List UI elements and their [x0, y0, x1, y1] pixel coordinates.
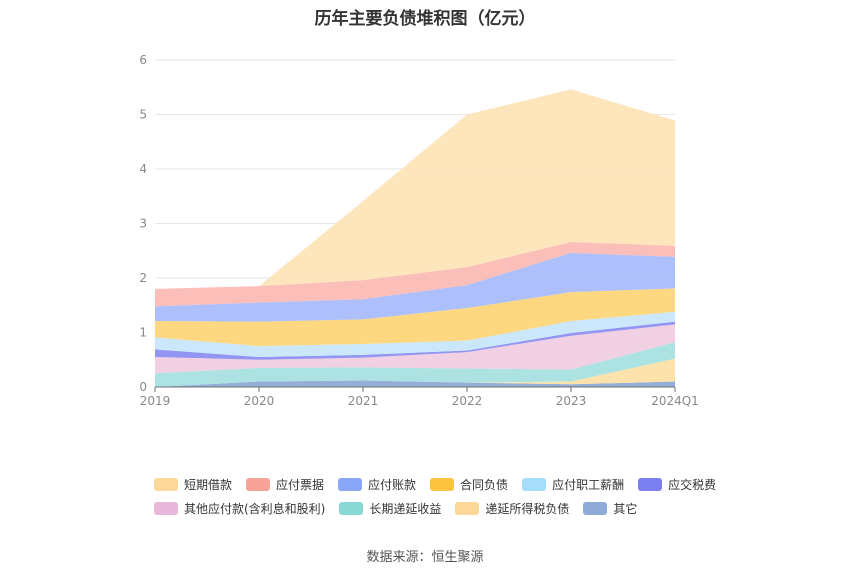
area-series: [155, 288, 675, 347]
legend-item[interactable]: 长期递延收益: [339, 500, 441, 517]
legend-swatch: [154, 477, 178, 491]
x-tick-label: 2021: [348, 394, 379, 408]
legend-swatch: [455, 501, 480, 515]
legend-swatch: [583, 501, 608, 515]
legend-label: 递延所得税负债: [485, 501, 570, 516]
legend-swatch: [338, 477, 363, 491]
x-tick-label: 2024Q1: [651, 394, 699, 408]
area-series: [155, 342, 675, 387]
y-tick-label: 5: [139, 108, 147, 122]
legend-label: 应付账款: [368, 477, 417, 492]
y-tick-label: 2: [139, 271, 147, 285]
legend-item[interactable]: 短期借款: [154, 476, 232, 493]
area-series: [155, 321, 675, 360]
area-series: [155, 324, 675, 374]
legend-label: 合同负债: [460, 477, 509, 492]
legend-item[interactable]: 应付职工薪酬: [522, 476, 624, 493]
y-tick-label: 3: [139, 217, 147, 231]
area-series: [155, 311, 675, 358]
stacked-area-chart: 0 1 2 3 4 5 6 2019 2020 2021 2022 2023 2024Q1: [139, 53, 699, 408]
legend-swatch: [638, 477, 663, 491]
legend-label: 应交税费: [668, 477, 717, 492]
legend-item[interactable]: 应交税费: [638, 476, 716, 493]
legend-swatch: [430, 477, 455, 491]
legend-label: 长期递延收益: [369, 501, 442, 516]
area-series: [155, 89, 675, 289]
area-series: [155, 242, 675, 307]
legend-item[interactable]: 其他应付款(含利息和股利): [154, 500, 325, 517]
legend-item[interactable]: 合同负债: [430, 476, 508, 493]
y-tick-label: 4: [139, 162, 147, 176]
area-series: [155, 380, 675, 387]
legend-label: 其他应付款(含利息和股利): [184, 501, 326, 516]
legend-row: 短期借款 应付票据 应付账款 合同负债 应付职工薪酬 应交税费: [154, 472, 754, 496]
chart-title: 历年主要负债堆积图（亿元）: [314, 9, 536, 29]
legend-item[interactable]: 应付票据: [246, 476, 324, 493]
legend-item[interactable]: 应付账款: [338, 476, 416, 493]
legend-label: 短期借款: [184, 477, 233, 492]
legend-swatch: [154, 501, 178, 515]
x-tick-label: 2019: [140, 394, 171, 408]
y-tick-label: 0: [139, 380, 147, 394]
legend-swatch: [246, 477, 271, 491]
y-tick-label: 6: [139, 53, 147, 67]
legend: 短期借款 应付票据 应付账款 合同负债 应付职工薪酬 应交税费 其他应付款(含利息和股利)…: [154, 472, 754, 520]
area-series: [155, 252, 675, 322]
x-tick-label: 2020: [244, 394, 275, 408]
legend-label: 应付票据: [276, 477, 325, 492]
legend-item[interactable]: 递延所得税负债: [455, 500, 569, 517]
legend-row: 其他应付款(含利息和股利) 长期递延收益 递延所得税负债 其它: [154, 496, 754, 520]
source-note: 数据来源：恒生聚源: [366, 550, 484, 565]
x-tick-label: 2022: [452, 394, 483, 408]
legend-item[interactable]: 其它: [583, 500, 637, 517]
y-tick-label: 1: [139, 326, 147, 340]
legend-swatch: [339, 501, 364, 515]
legend-swatch: [522, 477, 547, 491]
legend-label: 其它: [613, 501, 638, 516]
x-tick-label: 2023: [556, 394, 587, 408]
legend-label: 应付职工薪酬: [552, 477, 625, 492]
